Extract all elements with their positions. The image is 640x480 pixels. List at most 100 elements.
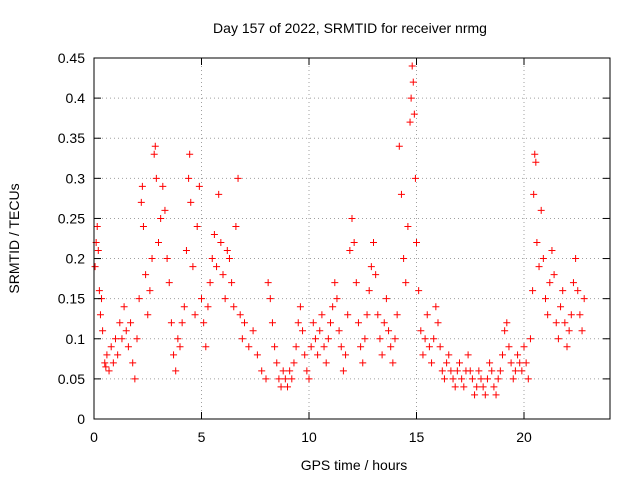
data-point [395, 142, 403, 150]
data-point [180, 303, 188, 311]
data-point [271, 343, 279, 351]
data-point [557, 303, 565, 311]
data-point [107, 343, 115, 351]
data-point [284, 383, 291, 391]
data-point [279, 367, 287, 375]
data-point [225, 255, 233, 263]
data-point [352, 279, 360, 287]
data-point [554, 335, 562, 343]
data-point [210, 230, 218, 238]
data-point [374, 311, 382, 319]
data-point [95, 287, 103, 295]
data-point [146, 287, 154, 295]
data-point [307, 343, 315, 351]
data-point [413, 239, 420, 247]
data-point [483, 375, 491, 383]
data-point [488, 367, 496, 375]
data-point [294, 319, 302, 327]
data-point [273, 359, 281, 367]
tick-labels: 0 5 10 15 20 0 0.05 0.1 0.15 0.2 0.25 0.3 0.35 0.4 0.4… [58, 50, 532, 445]
data-point [120, 303, 128, 311]
data-point [393, 311, 401, 319]
data-point [438, 367, 446, 375]
data-point [382, 295, 390, 303]
data-point [157, 214, 165, 222]
data-point [380, 319, 388, 327]
data-point [301, 351, 309, 359]
data-point [122, 327, 130, 335]
data-point [288, 375, 296, 383]
data-point [428, 359, 436, 367]
data-point [574, 287, 582, 295]
data-point [451, 383, 459, 391]
data-point [305, 375, 313, 383]
data-point [410, 110, 418, 118]
y-axis-label: SRMTID / TECUs [6, 183, 22, 293]
data-point [223, 247, 231, 255]
data-point [172, 367, 180, 375]
data-point [296, 303, 304, 311]
data-point [511, 367, 519, 375]
data-point [492, 391, 500, 399]
data-point [144, 311, 152, 319]
data-point [133, 335, 141, 343]
data-point [101, 359, 109, 367]
data-point [532, 158, 540, 166]
y-tick-label: 0.25 [58, 210, 85, 226]
x-tick-label: 10 [301, 429, 317, 445]
data-point [447, 367, 455, 375]
data-point [191, 311, 199, 319]
data-point [348, 214, 356, 222]
data-point [466, 367, 474, 375]
data-point [365, 287, 373, 295]
data-point [174, 335, 182, 343]
data-point [165, 279, 173, 287]
data-point [202, 343, 210, 351]
data-point [142, 271, 150, 279]
y-tick-label: 0.35 [58, 130, 85, 146]
data-point [436, 343, 444, 351]
data-point [118, 335, 126, 343]
data-point [550, 271, 558, 279]
data-point [563, 343, 571, 351]
data-point [537, 206, 545, 214]
data-point [139, 222, 147, 230]
data-point [350, 239, 358, 247]
y-tick-label: 0.4 [66, 90, 86, 106]
data-point [316, 327, 324, 335]
data-point [102, 363, 110, 371]
axis-ticks [93, 57, 610, 420]
data-point [580, 295, 588, 303]
data-point [331, 279, 339, 287]
plot-frame [93, 57, 611, 420]
data-point [167, 319, 175, 327]
data-point [346, 247, 354, 255]
data-point [546, 279, 554, 287]
y-tick-label: 0.1 [66, 331, 86, 347]
data-point [236, 311, 244, 319]
data-point [507, 359, 515, 367]
data-point [425, 343, 433, 351]
data-point [391, 335, 399, 343]
data-point [565, 327, 573, 335]
data-point [262, 375, 270, 383]
data-point [228, 279, 236, 287]
data-point [109, 359, 117, 367]
data-point [219, 271, 227, 279]
data-point [473, 383, 481, 391]
data-point [281, 375, 289, 383]
data-point [193, 222, 201, 230]
data-point [440, 375, 448, 383]
x-axis-label: GPS time / hours [301, 457, 408, 473]
data-point [552, 319, 560, 327]
data-point [576, 311, 584, 319]
data-point [409, 78, 417, 86]
data-point [99, 327, 107, 335]
data-point [479, 383, 487, 391]
data-point [408, 62, 416, 70]
data-point [516, 359, 524, 367]
y-tick-label: 0 [77, 411, 85, 427]
data-point [486, 359, 494, 367]
data-point [407, 94, 415, 102]
